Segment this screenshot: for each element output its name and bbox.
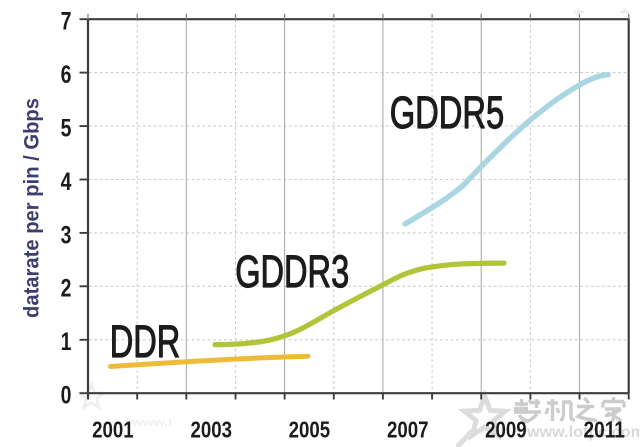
svg-text:www.lotpc.com: www.lotpc.com (526, 424, 640, 441)
svg-text:DDR: DDR (110, 316, 181, 367)
svg-text:2009: 2009 (485, 417, 527, 443)
svg-text:2003: 2003 (190, 417, 232, 443)
svg-text:7: 7 (61, 8, 72, 36)
svg-text:2: 2 (61, 275, 72, 303)
svg-text:GDDR5: GDDR5 (390, 87, 505, 138)
svg-text:2011: 2011 (583, 417, 625, 443)
svg-text:GDDR3: GDDR3 (235, 246, 349, 297)
svg-text:6: 6 (61, 61, 72, 89)
svg-text:5: 5 (61, 115, 72, 143)
svg-text:datarate per pin / Gbps: datarate per pin / Gbps (21, 98, 44, 318)
svg-text:2005: 2005 (289, 417, 331, 443)
svg-text:0: 0 (61, 382, 72, 410)
svg-text:2001: 2001 (92, 417, 134, 443)
svg-text:3: 3 (61, 221, 72, 249)
svg-text:2007: 2007 (387, 417, 429, 443)
svg-text:4: 4 (61, 168, 72, 196)
svg-text:1: 1 (61, 328, 72, 356)
svg-text:www.l: www.l (131, 417, 172, 429)
